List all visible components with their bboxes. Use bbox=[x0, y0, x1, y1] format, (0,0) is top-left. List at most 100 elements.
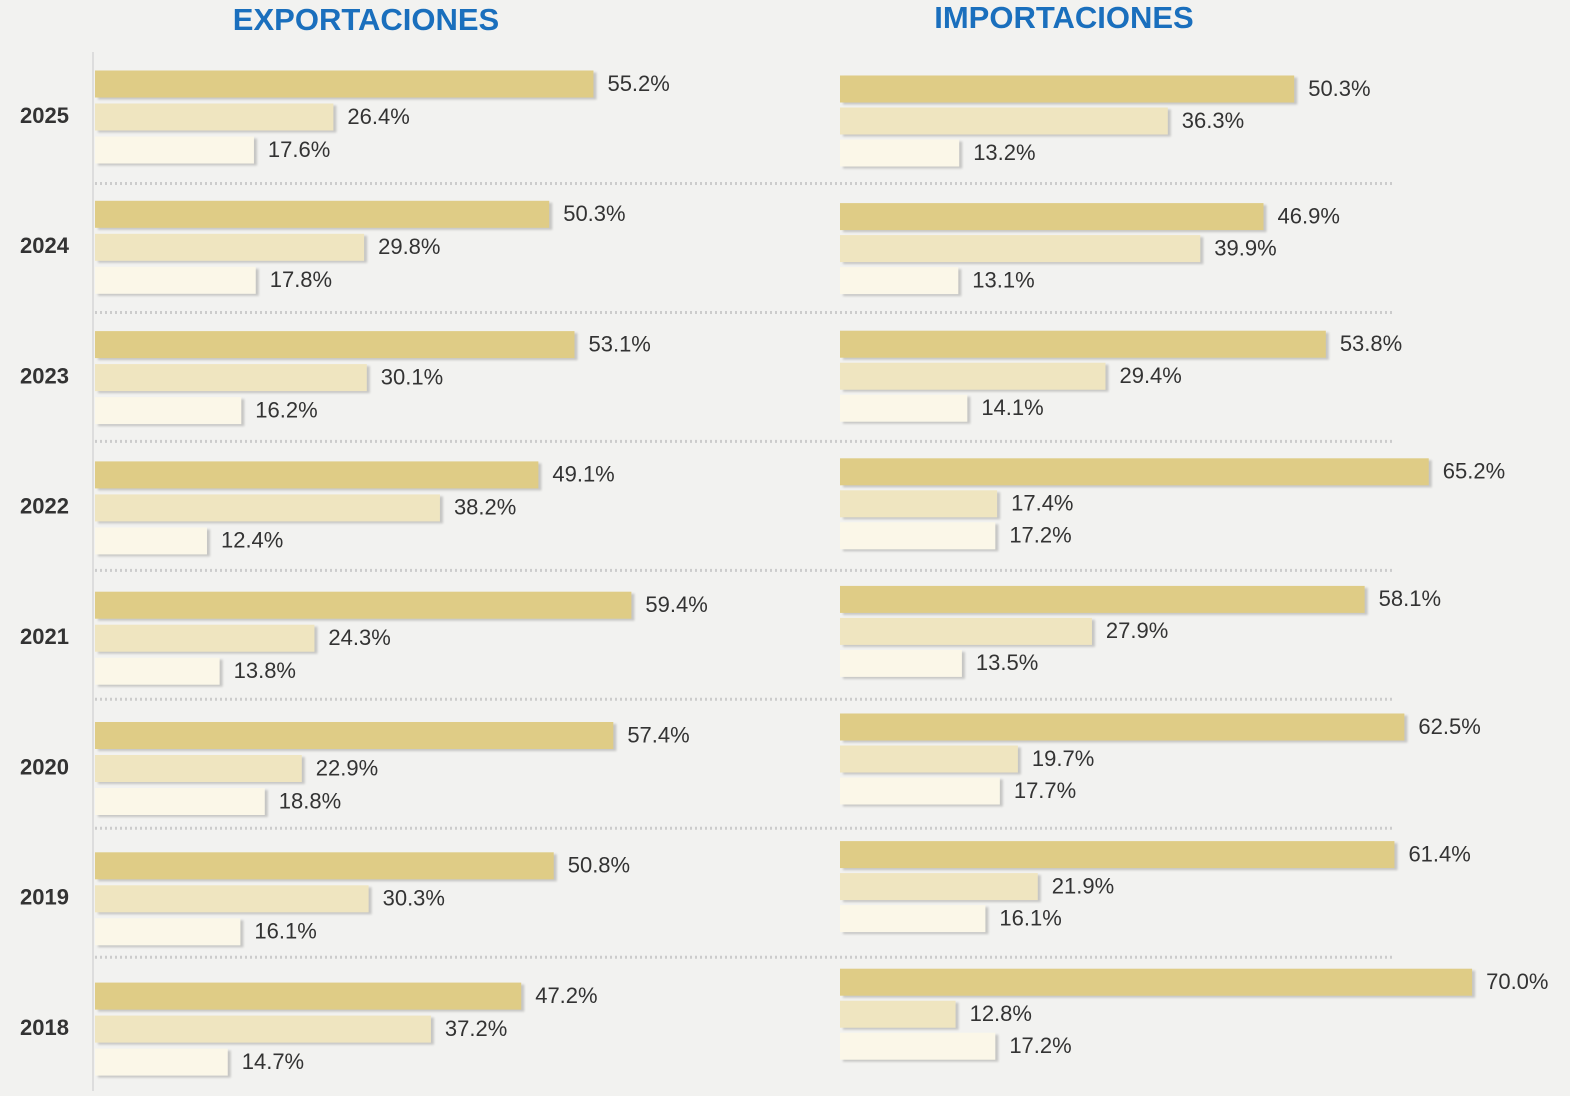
bar bbox=[840, 777, 1000, 805]
y-tick-label: 2019 bbox=[20, 885, 69, 910]
value-label: 24.3% bbox=[328, 625, 390, 650]
bar bbox=[95, 918, 241, 946]
value-label: 29.4% bbox=[1119, 363, 1181, 388]
bar bbox=[95, 591, 632, 619]
value-label: 29.8% bbox=[378, 234, 440, 259]
bar bbox=[840, 490, 998, 518]
value-label: 16.1% bbox=[254, 919, 316, 944]
bar bbox=[840, 458, 1429, 486]
bar bbox=[95, 331, 575, 359]
value-label: 13.1% bbox=[972, 267, 1034, 292]
value-label: 55.2% bbox=[607, 71, 669, 96]
bar bbox=[840, 522, 996, 550]
bar bbox=[840, 905, 986, 933]
value-label: 17.6% bbox=[268, 137, 330, 162]
bar bbox=[840, 394, 968, 422]
value-label: 13.5% bbox=[976, 650, 1038, 675]
value-label: 37.2% bbox=[445, 1016, 507, 1041]
bar bbox=[95, 200, 550, 228]
bar bbox=[840, 873, 1038, 901]
value-label: 53.8% bbox=[1340, 331, 1402, 356]
value-label: 17.2% bbox=[1009, 1033, 1071, 1058]
value-label: 12.4% bbox=[221, 528, 283, 553]
bar bbox=[840, 330, 1326, 358]
bar bbox=[95, 788, 265, 815]
bar bbox=[840, 585, 1365, 613]
value-label: 13.8% bbox=[234, 658, 296, 683]
bar bbox=[840, 617, 1092, 645]
value-label: 26.4% bbox=[347, 104, 409, 129]
bar bbox=[840, 235, 1201, 263]
value-label: 16.1% bbox=[999, 905, 1061, 930]
bar bbox=[840, 713, 1405, 741]
bar bbox=[840, 75, 1295, 103]
value-label: 58.1% bbox=[1379, 586, 1441, 611]
value-label: 46.9% bbox=[1278, 203, 1340, 228]
bar bbox=[95, 136, 254, 164]
value-label: 17.4% bbox=[1011, 491, 1073, 516]
value-label: 19.7% bbox=[1032, 746, 1094, 771]
value-label: 22.9% bbox=[316, 755, 378, 780]
value-label: 50.8% bbox=[568, 853, 630, 878]
value-label: 30.3% bbox=[383, 886, 445, 911]
value-label: 36.3% bbox=[1182, 108, 1244, 133]
bar bbox=[95, 461, 539, 489]
y-tick-label: 2020 bbox=[20, 754, 69, 779]
value-label: 16.2% bbox=[255, 397, 317, 422]
bar bbox=[840, 841, 1395, 869]
bar bbox=[840, 1000, 956, 1028]
value-label: 17.7% bbox=[1014, 778, 1076, 803]
bar bbox=[840, 203, 1264, 231]
bar bbox=[95, 103, 334, 131]
value-label: 57.4% bbox=[627, 722, 689, 747]
bar bbox=[840, 139, 960, 167]
value-label: 62.5% bbox=[1418, 714, 1480, 739]
value-label: 14.7% bbox=[242, 1049, 304, 1074]
bar bbox=[840, 267, 959, 295]
value-label: 49.1% bbox=[552, 462, 614, 487]
value-label: 39.9% bbox=[1214, 235, 1276, 260]
bar bbox=[95, 494, 440, 522]
value-label: 38.2% bbox=[454, 495, 516, 520]
bar bbox=[95, 364, 367, 392]
value-label: 17.2% bbox=[1009, 523, 1071, 548]
y-tick-label: 2022 bbox=[20, 494, 69, 519]
bar bbox=[95, 885, 369, 913]
bar bbox=[95, 982, 522, 1010]
value-label: 70.0% bbox=[1486, 969, 1548, 994]
bar bbox=[95, 1015, 431, 1043]
bar bbox=[95, 266, 256, 294]
value-label: 50.3% bbox=[563, 201, 625, 226]
bar bbox=[840, 362, 1106, 390]
value-label: 30.1% bbox=[381, 364, 443, 389]
value-label: 53.1% bbox=[588, 331, 650, 356]
value-label: 14.1% bbox=[981, 395, 1043, 420]
value-label: 47.2% bbox=[535, 983, 597, 1008]
bar bbox=[95, 70, 594, 98]
value-label: 18.8% bbox=[279, 788, 341, 813]
value-label: 50.3% bbox=[1308, 76, 1370, 101]
bar bbox=[95, 233, 365, 261]
bar bbox=[840, 968, 1473, 996]
bar bbox=[95, 722, 614, 749]
value-label: 27.9% bbox=[1106, 618, 1168, 643]
bar bbox=[95, 755, 302, 782]
y-tick-label: 2025 bbox=[20, 103, 69, 128]
bar bbox=[840, 745, 1018, 773]
bar bbox=[95, 852, 554, 880]
value-label: 61.4% bbox=[1408, 841, 1470, 866]
bar bbox=[840, 649, 962, 677]
value-label: 12.8% bbox=[970, 1001, 1032, 1026]
y-tick-label: 2021 bbox=[20, 624, 69, 649]
bar bbox=[95, 527, 207, 555]
bar bbox=[95, 624, 315, 652]
chart-title: IMPORTACIONES bbox=[934, 0, 1194, 35]
bar bbox=[840, 107, 1168, 135]
bar bbox=[840, 1032, 996, 1060]
bar bbox=[95, 657, 220, 685]
bar bbox=[95, 1048, 228, 1076]
value-label: 59.4% bbox=[645, 592, 707, 617]
value-label: 21.9% bbox=[1052, 873, 1114, 898]
chart-title: EXPORTACIONES bbox=[233, 2, 499, 37]
